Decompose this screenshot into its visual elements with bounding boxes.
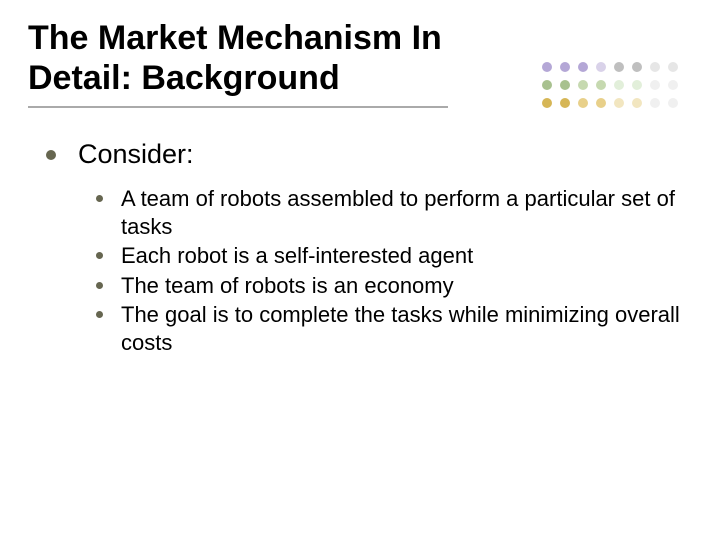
decoration-dot <box>578 98 588 108</box>
decoration-dot <box>632 62 642 72</box>
level2-text: Each robot is a self-interested agent <box>121 242 473 270</box>
decoration-dot <box>668 62 678 72</box>
bullet-level2: A team of robots assembled to perform a … <box>96 185 692 240</box>
decoration-dot <box>560 62 570 72</box>
decoration-dot <box>614 80 624 90</box>
level2-text: The goal is to complete the tasks while … <box>121 301 681 356</box>
decoration-dot <box>542 80 552 90</box>
disc-bullet-icon <box>96 311 103 318</box>
decoration-dot <box>668 98 678 108</box>
bullet-level1: Consider: <box>46 138 692 172</box>
bullet-level2: The goal is to complete the tasks while … <box>96 301 692 356</box>
bullet-level2: Each robot is a self-interested agent <box>96 242 692 270</box>
disc-bullet-icon <box>46 150 56 160</box>
level2-text: A team of robots assembled to perform a … <box>121 185 681 240</box>
decoration-dot <box>650 98 660 108</box>
decoration-dot <box>668 80 678 90</box>
decoration-dot <box>560 98 570 108</box>
decoration-dot <box>578 80 588 90</box>
decoration-dot <box>596 62 606 72</box>
title-region: The Market Mechanism In Detail: Backgrou… <box>28 18 692 108</box>
sublist: A team of robots assembled to perform a … <box>96 185 692 356</box>
level2-text: The team of robots is an economy <box>121 272 454 300</box>
bullet-level2: The team of robots is an economy <box>96 272 692 300</box>
title-underline <box>28 106 448 108</box>
decoration-dot <box>578 62 588 72</box>
decoration-dot <box>596 98 606 108</box>
content-region: Consider: A team of robots assembled to … <box>28 138 692 357</box>
decoration-dot <box>542 62 552 72</box>
decoration-dot <box>614 98 624 108</box>
dots-decoration <box>542 62 682 112</box>
slide-container: The Market Mechanism In Detail: Backgrou… <box>0 0 720 540</box>
decoration-dot <box>650 62 660 72</box>
level1-text: Consider: <box>78 138 194 172</box>
disc-bullet-icon <box>96 252 103 259</box>
disc-bullet-icon <box>96 282 103 289</box>
decoration-dot <box>560 80 570 90</box>
decoration-dot <box>650 80 660 90</box>
decoration-dot <box>596 80 606 90</box>
decoration-dot <box>614 62 624 72</box>
decoration-dot <box>632 80 642 90</box>
decoration-dot <box>542 98 552 108</box>
disc-bullet-icon <box>96 195 103 202</box>
decoration-dot <box>632 98 642 108</box>
